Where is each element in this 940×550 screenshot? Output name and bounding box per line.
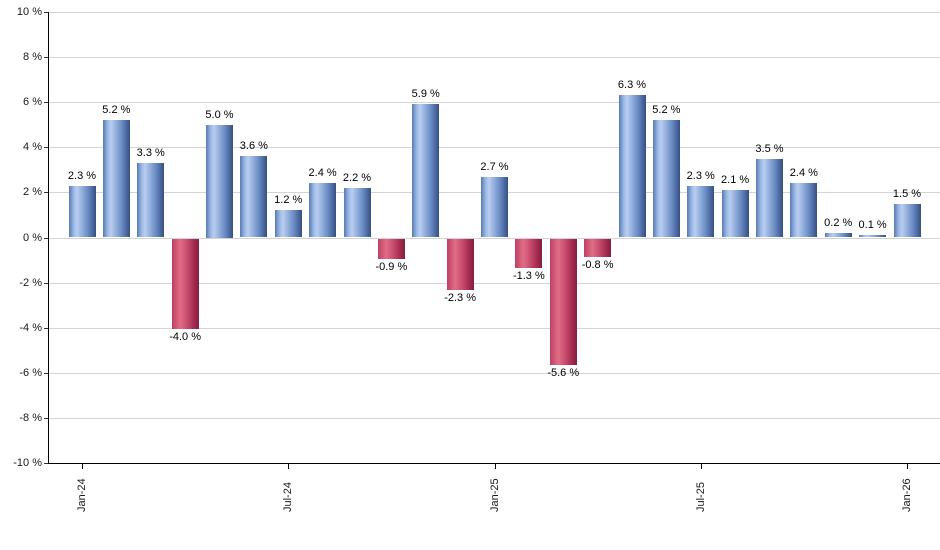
bar-value-label: 2.4 % bbox=[308, 167, 337, 180]
gridline bbox=[48, 327, 940, 329]
y-axis-label: 4 % bbox=[23, 141, 42, 154]
bar bbox=[721, 190, 749, 238]
bar bbox=[893, 203, 921, 238]
y-axis-tick bbox=[44, 147, 48, 149]
x-axis-label: Jan-25 bbox=[488, 478, 501, 512]
bar bbox=[515, 238, 543, 268]
gridline bbox=[48, 57, 940, 59]
x-axis-tick bbox=[288, 464, 290, 469]
bar-value-label: -4.0 % bbox=[169, 330, 202, 343]
bar bbox=[481, 176, 508, 238]
bar bbox=[859, 235, 887, 238]
y-axis-label: 6 % bbox=[23, 96, 42, 109]
bar-value-label: -1.3 % bbox=[512, 269, 545, 282]
bar-value-label: 5.0 % bbox=[205, 108, 234, 121]
bar bbox=[446, 238, 474, 291]
bar-value-label: 5.9 % bbox=[411, 88, 440, 101]
x-axis-line bbox=[48, 463, 940, 464]
bar bbox=[274, 210, 302, 238]
bar-value-label: 1.2 % bbox=[274, 194, 303, 207]
bar bbox=[343, 187, 371, 238]
bar-value-label: -0.8 % bbox=[581, 258, 614, 271]
bar-value-label: 2.2 % bbox=[342, 171, 372, 184]
bar-value-label: 2.4 % bbox=[789, 167, 818, 180]
y-axis-tick bbox=[44, 57, 48, 59]
bar-value-label: -5.6 % bbox=[547, 366, 580, 379]
y-axis-label: -8 % bbox=[19, 411, 42, 424]
bar-value-label: 6.3 % bbox=[617, 79, 647, 92]
y-axis-label: 0 % bbox=[23, 231, 42, 244]
bar-value-label: 0.2 % bbox=[824, 216, 853, 229]
gridline bbox=[48, 372, 940, 374]
y-axis-label: 2 % bbox=[23, 186, 42, 199]
y-axis-tick bbox=[44, 372, 48, 374]
y-axis-label: 8 % bbox=[23, 51, 42, 64]
bar bbox=[137, 163, 165, 238]
bar bbox=[549, 238, 577, 365]
y-axis-label: -10 % bbox=[13, 457, 42, 469]
gridline bbox=[48, 147, 940, 149]
y-axis-tick bbox=[44, 237, 48, 239]
x-axis-label: Jul-25 bbox=[694, 482, 707, 512]
x-axis-tick bbox=[494, 464, 496, 469]
bar bbox=[102, 120, 130, 238]
y-axis-label: -6 % bbox=[19, 366, 42, 379]
x-axis-tick bbox=[82, 464, 83, 469]
y-axis-tick bbox=[44, 327, 48, 329]
gridline bbox=[48, 237, 940, 239]
gridline bbox=[48, 417, 940, 419]
bar-value-label: 2.3 % bbox=[686, 169, 715, 182]
y-axis-label: -2 % bbox=[19, 276, 42, 289]
bar-value-label: 1.5 % bbox=[892, 187, 922, 200]
y-axis-tick bbox=[44, 102, 48, 104]
bar bbox=[206, 124, 233, 238]
bar-value-label: -0.9 % bbox=[375, 260, 408, 273]
bar bbox=[790, 183, 818, 238]
bar bbox=[618, 95, 646, 238]
bar-value-label: -2.3 % bbox=[444, 292, 477, 305]
bar-value-label: 3.5 % bbox=[755, 142, 784, 155]
bar-value-label: 3.3 % bbox=[136, 147, 165, 160]
bar bbox=[377, 238, 405, 259]
y-axis-tick bbox=[44, 417, 48, 419]
y-axis-label: -4 % bbox=[19, 321, 42, 334]
bar-value-label: 2.7 % bbox=[480, 160, 509, 173]
bar bbox=[652, 120, 680, 238]
gridline bbox=[48, 102, 940, 104]
y-axis-line bbox=[48, 12, 49, 464]
bar-value-label: 5.2 % bbox=[652, 104, 681, 117]
gridline bbox=[48, 12, 940, 13]
bar-value-label: 2.3 % bbox=[67, 169, 97, 182]
bar-value-label: 0.1 % bbox=[858, 219, 887, 232]
bar bbox=[584, 238, 612, 257]
bar-value-label: 3.6 % bbox=[239, 140, 268, 153]
bar-value-label: 5.2 % bbox=[102, 104, 131, 117]
x-axis-label: Jul-24 bbox=[282, 482, 295, 512]
bar bbox=[309, 183, 337, 238]
bar bbox=[687, 185, 715, 238]
y-axis-tick bbox=[44, 282, 48, 284]
bar-value-label: 2.1 % bbox=[721, 174, 750, 187]
y-axis-tick bbox=[44, 12, 48, 13]
bar bbox=[240, 156, 268, 238]
y-axis-tick bbox=[44, 463, 48, 464]
y-axis-label: 10 % bbox=[16, 6, 42, 18]
y-axis-tick bbox=[44, 192, 48, 194]
bar bbox=[412, 104, 440, 238]
x-axis-label: Jan-26 bbox=[901, 478, 913, 512]
bar bbox=[171, 238, 199, 329]
bar bbox=[824, 232, 852, 238]
x-axis-tick bbox=[907, 464, 908, 469]
x-axis-label: Jan-24 bbox=[76, 478, 88, 512]
bar bbox=[756, 158, 783, 238]
gridline bbox=[48, 282, 940, 284]
bar bbox=[68, 185, 96, 238]
x-axis-tick bbox=[700, 464, 702, 469]
